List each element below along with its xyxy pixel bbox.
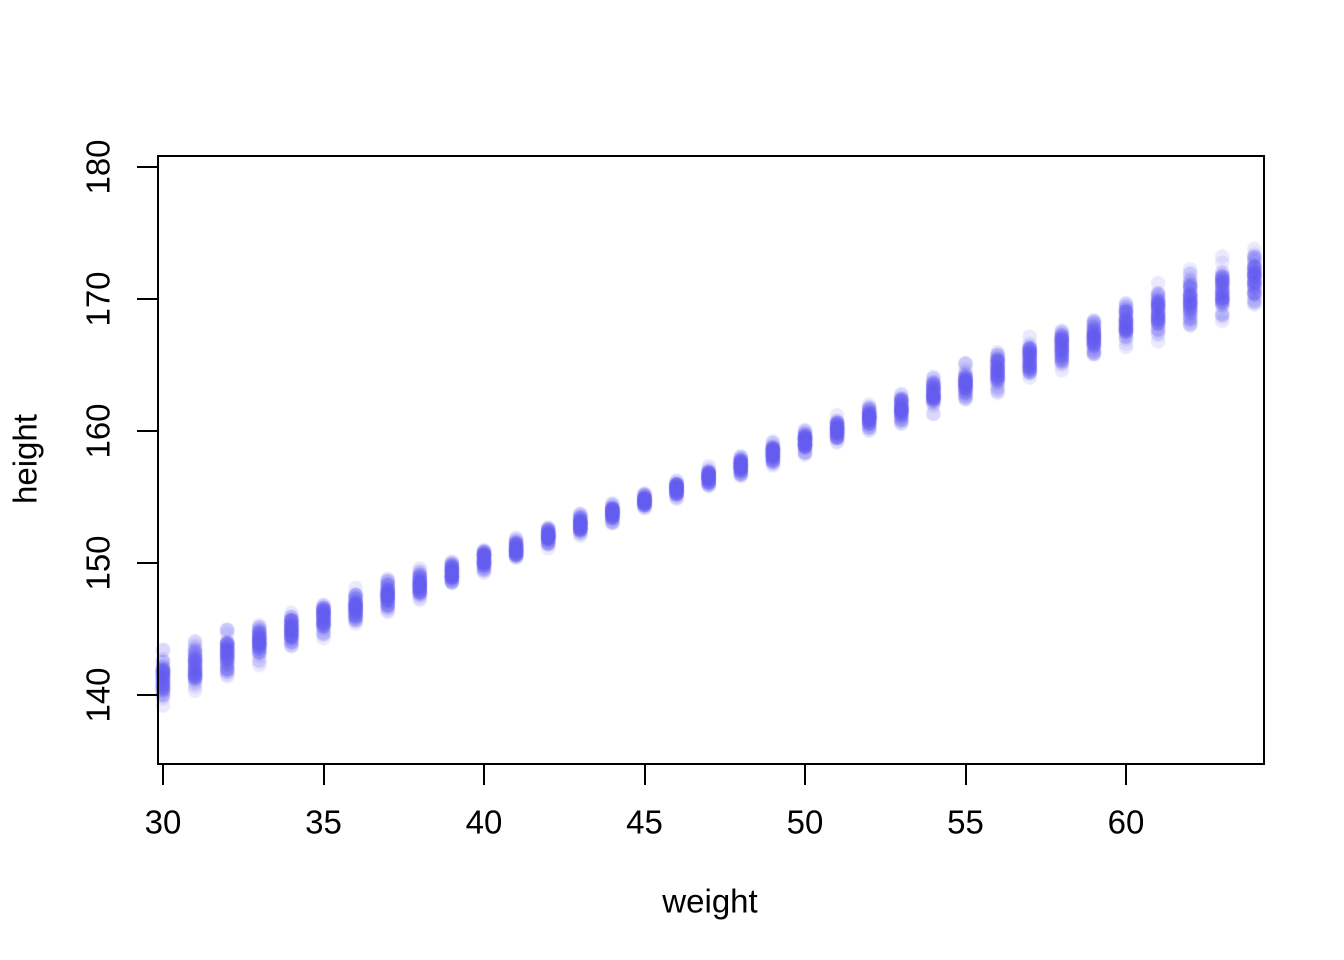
y-tick (137, 298, 157, 300)
x-tick (643, 765, 646, 785)
x-tick-label: 60 (1107, 803, 1145, 841)
x-tick (804, 765, 806, 785)
x-tick (322, 765, 325, 785)
x-axis-title: weight (662, 882, 758, 920)
y-axis-title: height (6, 414, 44, 504)
y-tick (137, 430, 157, 432)
y-tick-label: 160 (79, 403, 117, 459)
x-tick (162, 765, 164, 785)
x-tick-label: 45 (626, 803, 663, 841)
x-tick-label: 55 (947, 803, 984, 841)
y-tick-label: 170 (79, 271, 117, 327)
y-tick (137, 562, 157, 564)
x-tick-label: 40 (465, 803, 503, 841)
y-tick (137, 694, 157, 696)
x-tick-label: 35 (305, 803, 342, 841)
y-tick-label: 140 (79, 667, 117, 723)
x-tick (483, 765, 485, 785)
x-tick-label: 50 (786, 803, 824, 841)
x-tick (1125, 765, 1127, 785)
y-tick-label: 150 (79, 535, 117, 591)
y-tick-label: 180 (79, 139, 117, 195)
x-tick (964, 765, 967, 785)
plot-area-border (157, 155, 1265, 765)
y-tick (137, 166, 157, 168)
x-tick-label: 30 (144, 803, 182, 841)
